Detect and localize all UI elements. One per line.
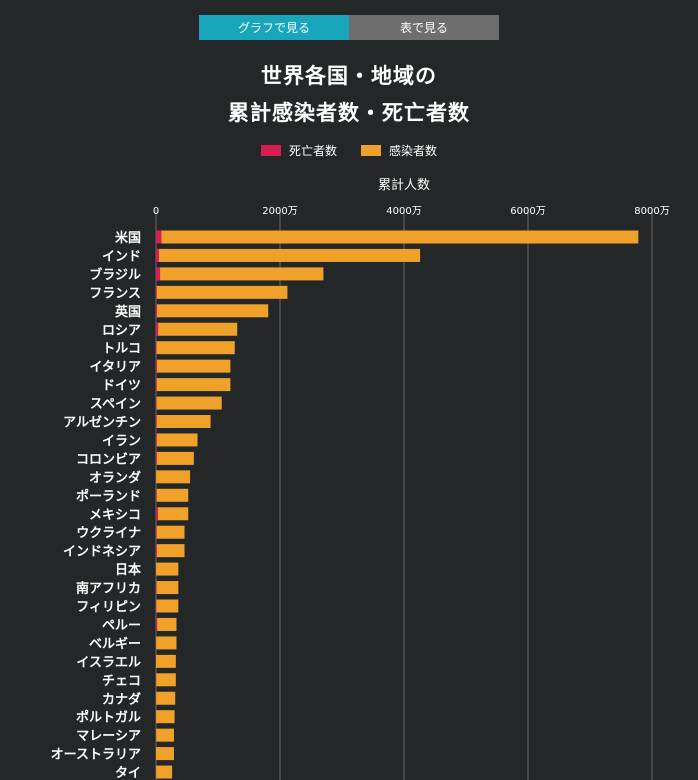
- bar-deaths: [156, 415, 157, 428]
- chart-title-line1: 世界各国・地域の: [261, 64, 437, 88]
- bar-cases: [156, 267, 324, 281]
- x-tick-label: 4000万: [386, 206, 421, 217]
- bar-cases: [156, 230, 639, 244]
- bar-deaths: [156, 248, 159, 262]
- bar-deaths: [156, 359, 157, 373]
- category-label: フィリピン: [76, 600, 141, 615]
- bar-cases: [156, 378, 231, 392]
- category-label: アルゼンチン: [63, 415, 141, 431]
- bar-cases: [156, 544, 185, 558]
- bar-cases: [156, 673, 176, 687]
- legend: 死亡者数 感染者数: [0, 142, 698, 159]
- category-label: インド: [102, 249, 141, 264]
- bar-cases: [156, 525, 185, 539]
- bar-cases: [156, 636, 177, 650]
- category-label: マレーシア: [76, 729, 141, 744]
- bar-cases: [156, 691, 176, 705]
- category-label: トルコ: [102, 342, 141, 357]
- bar-cases: [156, 396, 222, 410]
- bar-cases: [156, 341, 235, 355]
- bar-deaths: [156, 617, 158, 631]
- bar-cases: [156, 451, 194, 465]
- category-label: コロンビア: [76, 451, 141, 467]
- tab-table-view[interactable]: 表で見る: [349, 15, 499, 40]
- bar-deaths: [156, 581, 157, 595]
- bar-cases: [156, 617, 177, 631]
- category-label: 米国: [115, 230, 141, 246]
- category-label: ベルギー: [89, 636, 141, 652]
- bar-cases: [156, 304, 269, 318]
- category-label: イスラエル: [76, 655, 141, 670]
- category-label: イタリア: [90, 360, 141, 375]
- category-label: ペルー: [102, 618, 141, 633]
- bar-cases: [156, 765, 173, 779]
- bar-cases: [156, 728, 174, 742]
- bar-deaths: [156, 396, 157, 410]
- bar-cases: [156, 488, 189, 502]
- category-label: タイ: [115, 766, 141, 780]
- category-label: カナダ: [102, 691, 141, 707]
- legend-item-deaths: 死亡者数: [260, 142, 337, 159]
- category-label: 南アフリカ: [76, 581, 141, 597]
- category-label: イラン: [102, 434, 141, 449]
- category-label: ウクライナ: [76, 526, 141, 541]
- bar-deaths: [156, 322, 159, 336]
- axis-title: 累計人数: [378, 177, 430, 193]
- bar-deaths: [156, 378, 157, 392]
- bar-cases: [156, 470, 191, 484]
- bar-cases: [156, 710, 175, 724]
- bar-deaths: [156, 507, 158, 521]
- bar-deaths: [156, 544, 157, 558]
- bar-deaths: [156, 341, 157, 355]
- x-tick-label: 6000万: [510, 206, 545, 217]
- bar-cases: [156, 581, 179, 595]
- bar-deaths: [156, 267, 161, 281]
- bar-cases: [156, 507, 189, 521]
- category-label: ブラジル: [89, 267, 141, 283]
- category-label: ポーランド: [76, 488, 141, 504]
- bar-cases: [156, 599, 179, 613]
- bar-cases: [156, 322, 238, 336]
- category-label: オランダ: [89, 470, 141, 486]
- bar-cases: [156, 359, 231, 373]
- bar-deaths: [156, 525, 157, 539]
- bar-cases: [156, 433, 198, 447]
- bar-deaths: [156, 433, 157, 447]
- view-toggle: グラフで見る 表で見る: [199, 15, 499, 40]
- bar-chart: 累計人数 0 2000万 4000万 6000万 8000万米国インドブラジルフランス英国…: [51, 177, 670, 780]
- tab-graph-view[interactable]: グラフで見る: [199, 15, 349, 40]
- bar-cases: [156, 415, 211, 428]
- category-label: インドネシア: [63, 545, 141, 560]
- category-label: メキシコ: [89, 508, 141, 523]
- category-label: ロシア: [102, 323, 141, 338]
- bar-deaths: [156, 451, 157, 465]
- x-tick-label: 2000万: [262, 206, 297, 217]
- x-tick-label: 8000万: [634, 206, 669, 217]
- category-label: 日本: [115, 562, 141, 578]
- category-label: ポルトガル: [76, 710, 141, 726]
- category-label: スペイン: [90, 397, 141, 412]
- x-tick-label: 0: [153, 206, 159, 217]
- category-label: ドイツ: [102, 379, 141, 394]
- legend-item-cases: 感染者数: [361, 142, 437, 159]
- bar-cases: [156, 248, 421, 262]
- bar-deaths: [156, 304, 157, 318]
- bar-cases: [156, 747, 174, 761]
- legend-label-cases: 感染者数: [389, 144, 438, 158]
- category-label: オーストラリア: [51, 748, 141, 763]
- bar-cases: [156, 285, 288, 299]
- bar-deaths: [156, 488, 157, 502]
- legend-label-deaths: 死亡者数: [288, 144, 337, 158]
- bar-deaths: [156, 230, 162, 244]
- bar-deaths: [156, 285, 157, 299]
- legend-swatch-cases: [361, 145, 381, 156]
- bar-cases: [156, 654, 176, 668]
- bar-cases: [156, 562, 179, 576]
- legend-swatch-deaths: [260, 145, 281, 156]
- category-label: 英国: [114, 304, 141, 320]
- category-label: チェコ: [102, 674, 141, 689]
- chart-title-line2: 累計感染者数・死亡者数: [228, 101, 470, 125]
- category-label: フランス: [89, 286, 141, 301]
